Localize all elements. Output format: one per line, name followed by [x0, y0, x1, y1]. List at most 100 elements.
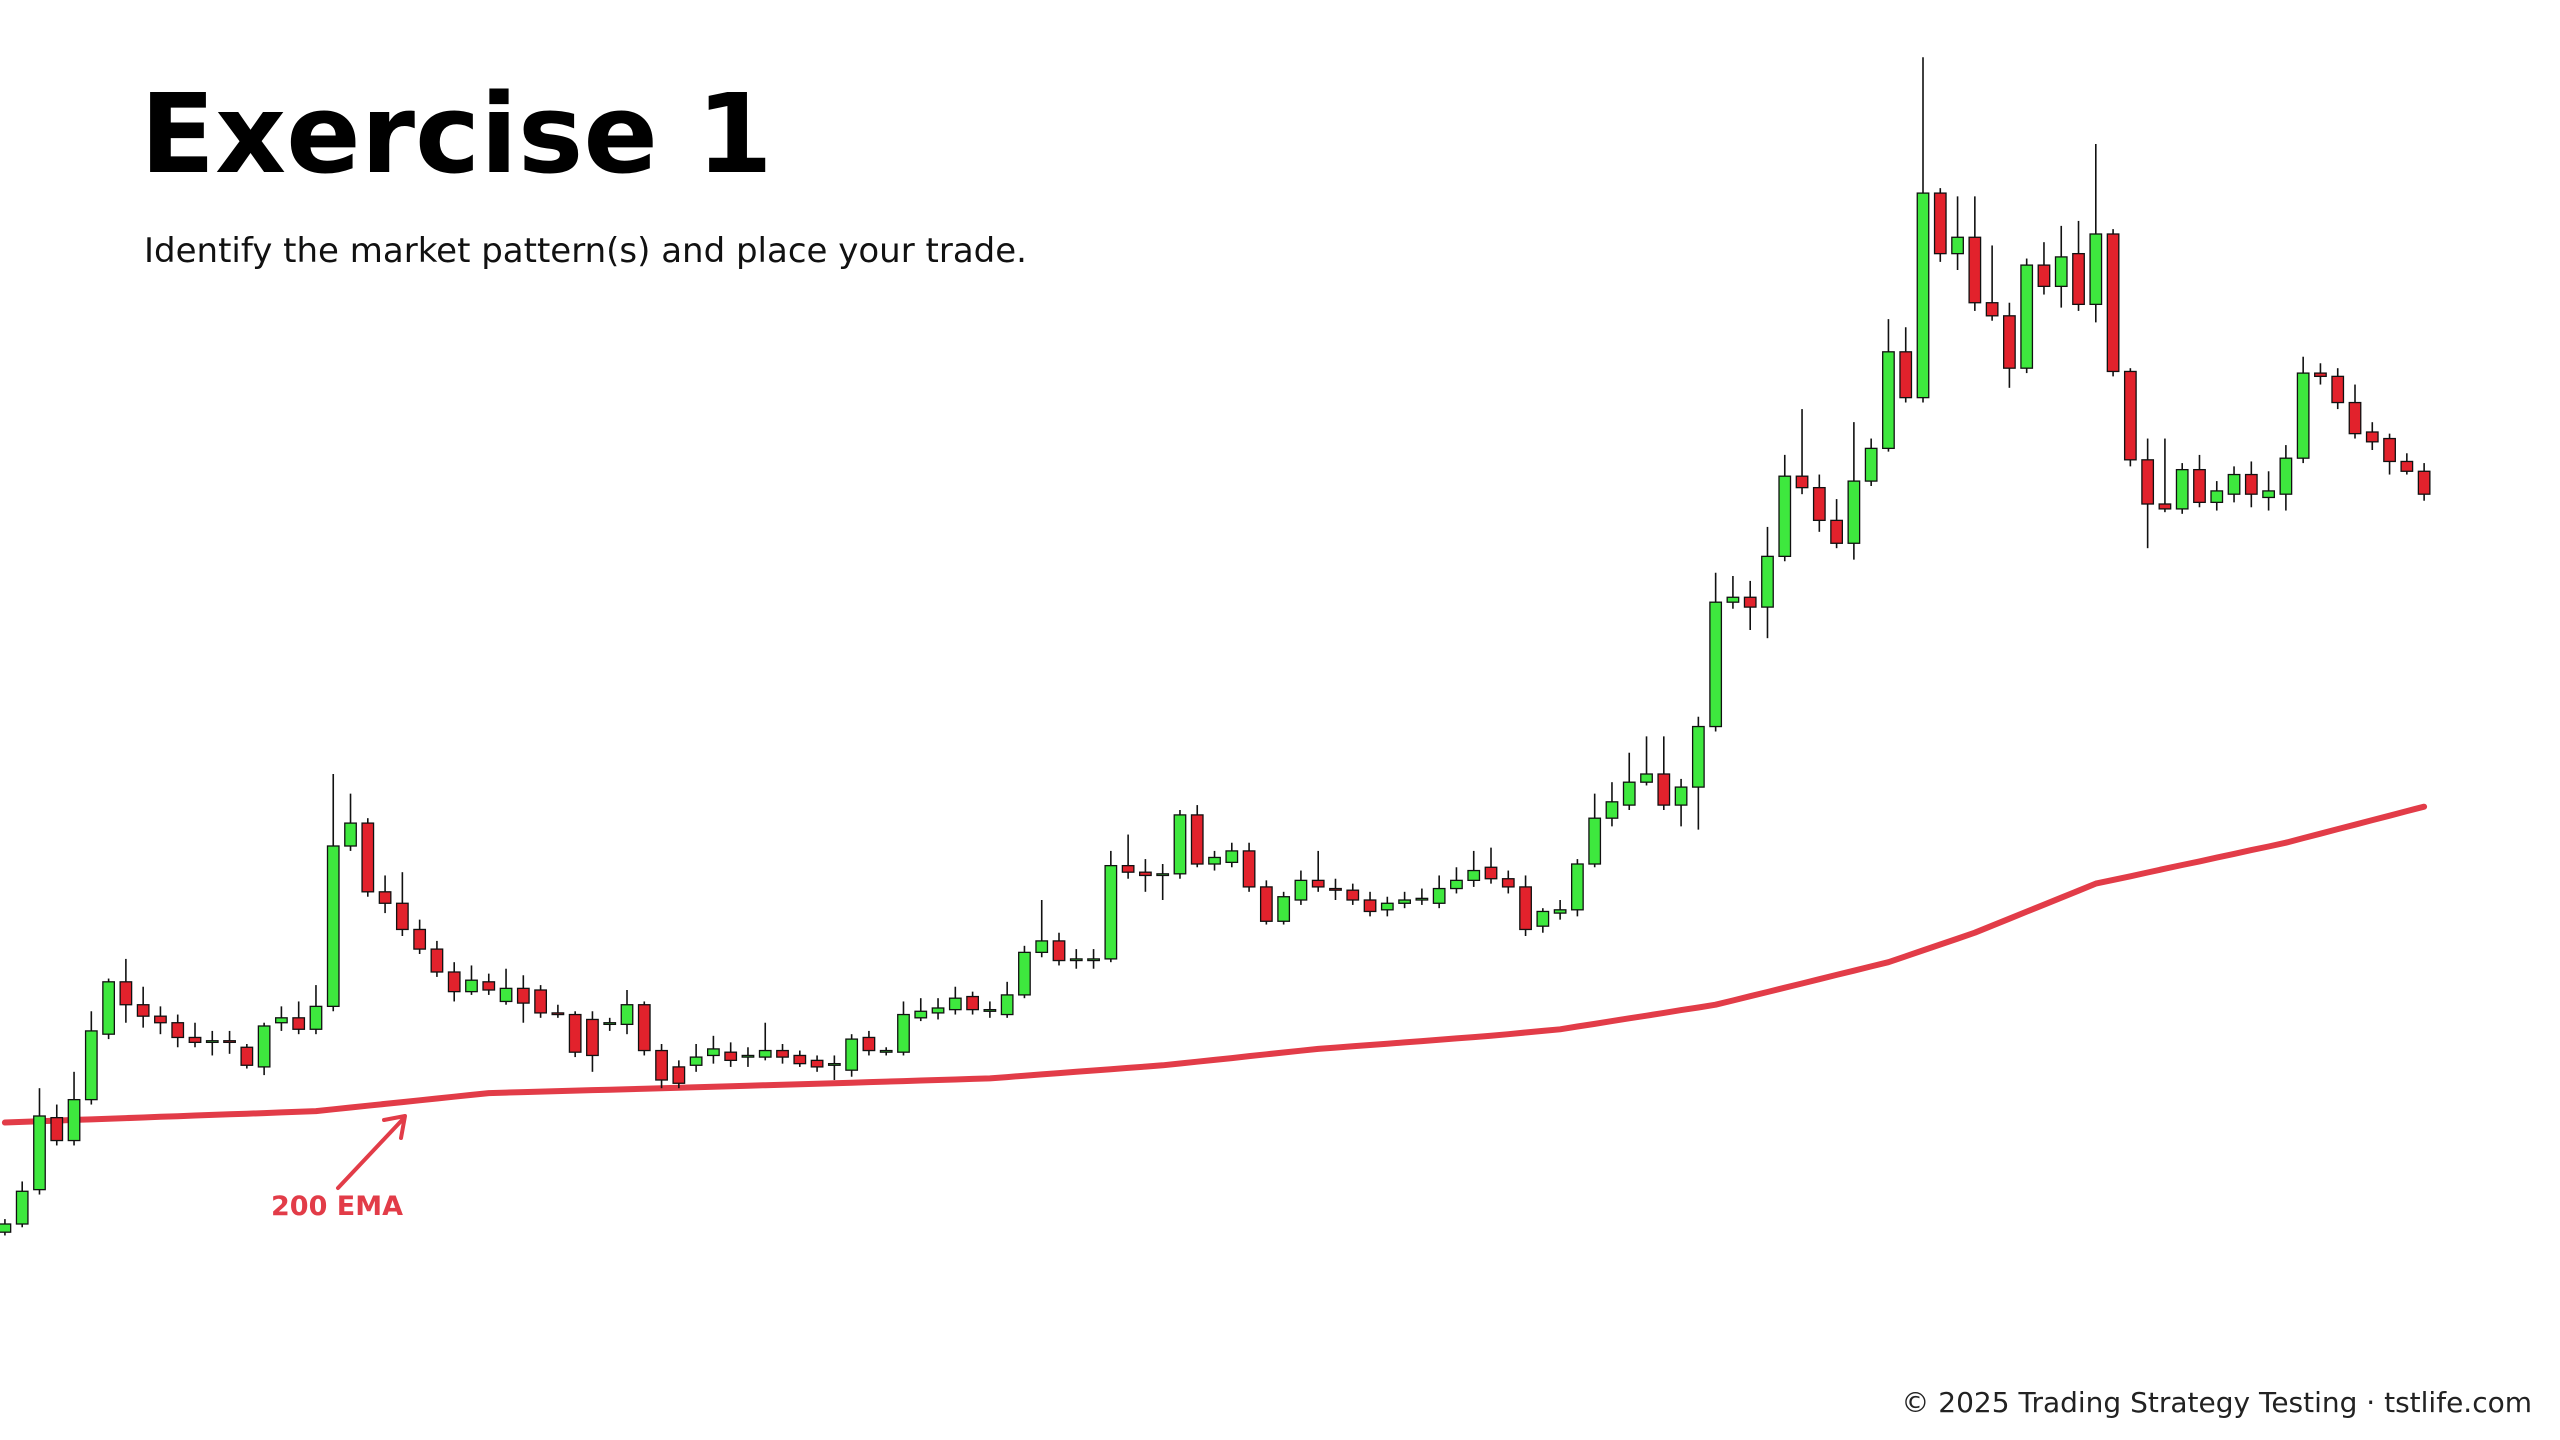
candle-body-up — [1691, 725, 1705, 788]
candle-body-up — [0, 1223, 12, 1233]
candle-body-up — [1951, 236, 1964, 255]
candle-body-up — [931, 1007, 945, 1014]
candle-body-down — [655, 1049, 668, 1081]
candle-body-down — [1259, 886, 1273, 922]
candle-body-up — [33, 1115, 46, 1191]
candle-body-down — [1812, 486, 1826, 522]
candle-body-down — [810, 1059, 824, 1068]
candle-body-down — [2314, 372, 2327, 378]
candle-body-down — [2158, 503, 2172, 510]
candle-body-up — [1415, 897, 1429, 901]
candle-body-up — [1035, 940, 1049, 954]
candle-body-down — [1190, 814, 1204, 865]
candle-body-down — [2037, 264, 2051, 288]
candle-body-down — [2106, 233, 2120, 373]
ema-annotation: 200 EMA — [271, 1191, 403, 1222]
candle-body-up — [2262, 490, 2276, 499]
candle-body-down — [1501, 878, 1515, 888]
candle-body-up — [707, 1048, 720, 1057]
candle-body-up — [1588, 817, 1602, 865]
candle-body-up — [1087, 958, 1100, 962]
candle-body-down — [2072, 252, 2085, 306]
candle-body-down — [1795, 475, 1809, 489]
candle-body-up — [1882, 351, 1895, 450]
annotation-arrow — [336, 1114, 407, 1190]
candle-body-up — [1864, 447, 1878, 482]
candle-body-up — [1018, 951, 1031, 996]
candle-body-down — [2244, 473, 2258, 495]
candle-body-down — [2331, 375, 2345, 404]
candle-body-up — [1778, 475, 1792, 558]
candle-body-down — [223, 1040, 236, 1044]
candle-body-down — [482, 981, 496, 991]
candle-body-up — [2296, 372, 2310, 459]
candle-body-up — [67, 1098, 81, 1142]
candle-body-down — [1743, 596, 1757, 608]
candle-body-down — [637, 1004, 651, 1052]
arrow-shaft — [336, 1116, 406, 1190]
candle-body-down — [1346, 889, 1360, 901]
candle-body-up — [620, 1004, 634, 1026]
candle-body-down — [413, 928, 427, 950]
candle-body-down — [776, 1049, 789, 1058]
candle-body-up — [914, 1010, 928, 1019]
candle-body-up — [1553, 909, 1567, 914]
candle-body-up — [758, 1049, 772, 1058]
candle-body-up — [84, 1030, 98, 1101]
candle-body-up — [603, 1022, 617, 1026]
candle-body-down — [2400, 460, 2414, 472]
title: Exercise 1 — [140, 70, 773, 198]
candle-body-up — [326, 845, 340, 1008]
candle-body-up — [1277, 896, 1291, 922]
candle-body-down — [862, 1036, 876, 1052]
candle-body-up — [827, 1062, 841, 1066]
candle-body-up — [1104, 864, 1118, 960]
candle-body-down — [171, 1022, 185, 1039]
candle-body-down — [1968, 236, 1982, 304]
candle-body-up — [948, 997, 962, 1011]
candle-body-down — [793, 1054, 807, 1065]
candle-body-up — [2175, 468, 2189, 510]
candle-body-down — [2123, 370, 2137, 461]
candle-body-up — [102, 981, 116, 1035]
candle-body-up — [2054, 256, 2068, 288]
candle-body-up — [1173, 814, 1187, 875]
candle-body-down — [1830, 519, 1844, 544]
candle-body-up — [689, 1056, 703, 1066]
candle-body-down — [551, 1012, 565, 1016]
candle-body-up — [1847, 480, 1861, 544]
candle-body-up — [344, 822, 357, 847]
candle-body-down — [154, 1015, 167, 1024]
candle-body-down — [1985, 302, 1999, 317]
candle-body-down — [534, 989, 548, 1014]
candle-body-up — [257, 1025, 271, 1068]
ema-line — [1, 803, 2428, 1126]
candle-body-up — [1380, 902, 1394, 911]
candle-body-up — [1726, 596, 1740, 603]
candle-body-down — [2348, 401, 2362, 435]
candle-body-down — [1121, 864, 1135, 873]
candle-body-up — [879, 1049, 893, 1053]
candle-body-up — [1761, 555, 1774, 608]
candle-body-up — [309, 1005, 323, 1030]
candle-body-down — [2141, 459, 2155, 505]
candle-body-down — [1363, 899, 1377, 913]
candle-body-up — [1709, 601, 1723, 728]
candle-body-up — [1571, 863, 1584, 911]
candle-body-down — [2193, 468, 2206, 504]
candle-body-down — [2383, 437, 2396, 463]
candle-body-up — [205, 1040, 219, 1044]
candle-body-up — [741, 1054, 755, 1058]
candle-body-down — [188, 1036, 202, 1044]
candle-body-up — [1674, 786, 1688, 806]
candle-body-up — [1640, 773, 1653, 783]
candle-body-up — [275, 1017, 288, 1024]
candle-body-up — [15, 1190, 29, 1225]
candle-body-up — [1432, 887, 1446, 904]
candle-body-up — [2089, 233, 2103, 306]
candle-body-down — [672, 1066, 686, 1084]
candle-body-up — [1398, 899, 1412, 904]
candle-body-down — [568, 1013, 582, 1053]
candle-body-down — [2365, 431, 2379, 443]
